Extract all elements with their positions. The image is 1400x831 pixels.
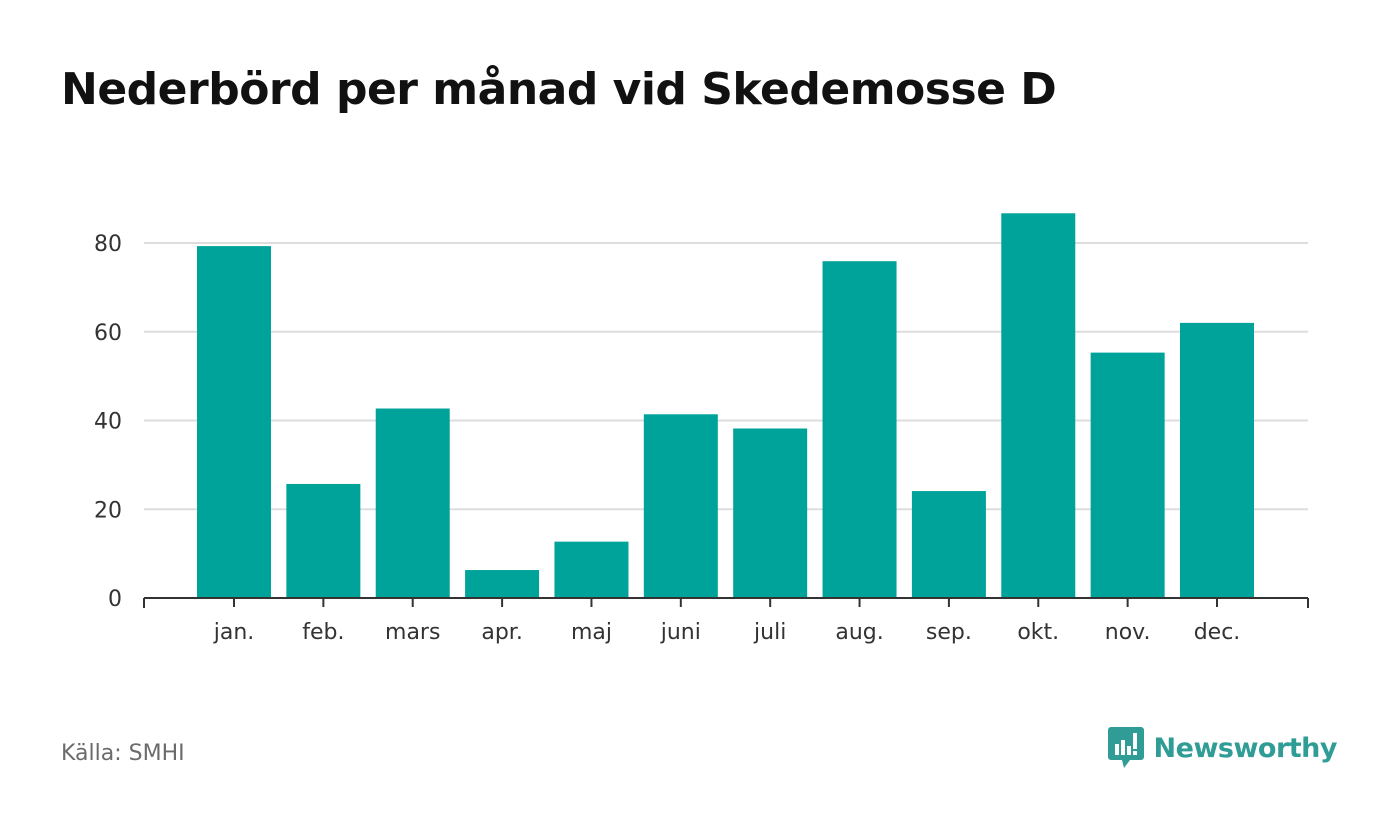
bar (1180, 322, 1254, 598)
x-tick-label: sep. (926, 620, 972, 645)
bar (197, 246, 271, 598)
newsworthy-logo-icon (1107, 727, 1144, 768)
x-tick-label: aug. (835, 620, 883, 645)
brand-name: Newsworthy (1153, 732, 1338, 764)
x-tick-label: dec. (1194, 620, 1241, 645)
bar (911, 491, 986, 598)
x-tick-label: maj (571, 620, 612, 645)
y-tick-label: 40 (94, 410, 122, 435)
x-tick-label: juni (660, 620, 701, 645)
bar (733, 428, 808, 598)
bar (643, 414, 718, 598)
x-tick-label: apr. (481, 620, 522, 645)
x-tick-label: feb. (302, 620, 344, 645)
x-tick-label: nov. (1105, 620, 1151, 645)
bar (1001, 213, 1076, 599)
y-tick-label: 80 (94, 232, 122, 257)
chart-title: Nederbörd per månad vid Skedemosse D (61, 64, 1057, 115)
bar (375, 408, 450, 598)
y-tick-label: 20 (94, 498, 122, 523)
y-tick-label: 0 (108, 587, 122, 612)
bar (286, 483, 361, 598)
bar (1090, 352, 1165, 598)
x-tick-label: mars (385, 620, 440, 645)
bar (465, 570, 540, 598)
bar (822, 261, 897, 598)
x-tick-label: jan. (213, 620, 255, 645)
bar (554, 541, 629, 598)
source-note: Källa: SMHI (61, 741, 185, 766)
x-tick-label: okt. (1017, 620, 1059, 645)
y-tick-label: 60 (94, 321, 122, 346)
x-tick-label: juli (753, 620, 786, 645)
brand-logo: Newsworthy (1107, 727, 1338, 769)
